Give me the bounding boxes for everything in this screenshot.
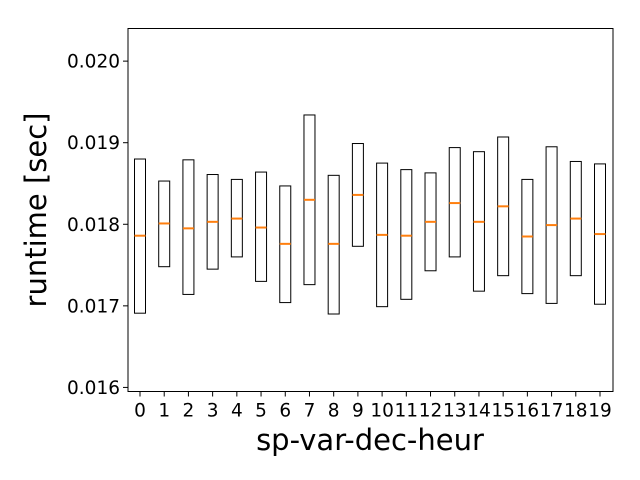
x-tick-label: 4 xyxy=(231,401,243,422)
box-11 xyxy=(400,169,413,300)
y-tick-label: 0.016 xyxy=(67,378,120,399)
y-axis-ticks: 0.016 0.017 0.018 0.019 0.020 xyxy=(67,52,128,399)
boxes-group xyxy=(134,114,606,315)
x-axis-ticks: 0 1 2 3 4 5 6 7 8 9 10 11 12 13 14 15 16 17 18 19 xyxy=(134,391,612,422)
x-tick-label: 8 xyxy=(328,401,340,422)
x-tick-label: 10 xyxy=(370,401,394,422)
x-tick-label: 9 xyxy=(352,401,364,422)
x-tick-label: 19 xyxy=(588,401,612,422)
x-tick-label: 2 xyxy=(183,401,195,422)
x-tick-label: 1 xyxy=(158,401,170,422)
y-tick-label: 0.019 xyxy=(67,133,120,154)
x-tick-label: 7 xyxy=(304,401,316,422)
box-2 xyxy=(182,159,195,295)
x-tick-label: 13 xyxy=(443,401,467,422)
y-tick-label: 0.018 xyxy=(67,215,120,236)
x-tick-label: 0 xyxy=(134,401,146,422)
x-tick-label: 18 xyxy=(564,401,588,422)
x-tick-label: 15 xyxy=(491,401,515,422)
x-tick-label: 3 xyxy=(207,401,219,422)
x-tick-label: 11 xyxy=(395,401,419,422)
x-tick-label: 17 xyxy=(540,401,564,422)
x-tick-label: 12 xyxy=(419,401,443,422)
y-axis-label: runtime [sec] xyxy=(19,113,53,308)
x-tick-label: 5 xyxy=(255,401,267,422)
x-tick-label: 14 xyxy=(467,401,491,422)
x-tick-label: 16 xyxy=(516,401,540,422)
x-tick-label: 6 xyxy=(279,401,291,422)
x-axis-label: sp-var-dec-heur xyxy=(256,423,484,457)
y-tick-label: 0.020 xyxy=(67,52,120,73)
plot-area-frame xyxy=(127,28,614,392)
y-tick-label: 0.017 xyxy=(67,296,120,317)
